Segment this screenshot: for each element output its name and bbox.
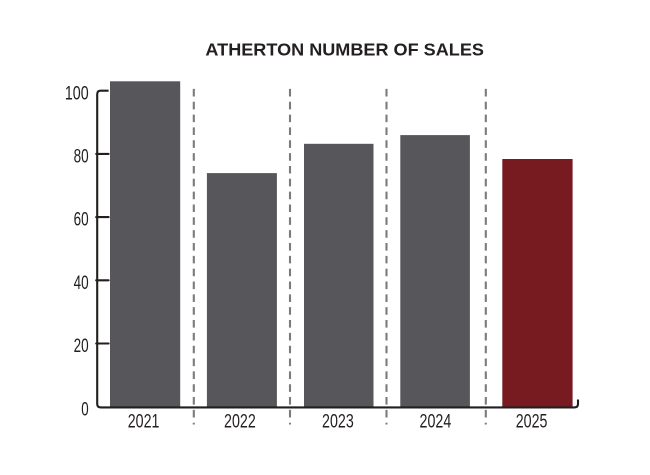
svg-text:60: 60	[74, 210, 89, 231]
svg-text:2024: 2024	[420, 412, 452, 433]
svg-text:2022: 2022	[224, 412, 256, 433]
svg-text:20: 20	[74, 336, 89, 357]
svg-text:ATHERTON NUMBER OF SALES: ATHERTON NUMBER OF SALES	[205, 40, 484, 60]
svg-text:2023: 2023	[322, 412, 354, 433]
svg-text:80: 80	[74, 147, 89, 168]
svg-text:2025: 2025	[516, 412, 548, 433]
svg-text:0: 0	[81, 399, 88, 420]
svg-text:2021: 2021	[128, 412, 160, 433]
svg-text:100: 100	[65, 83, 89, 104]
svg-text:40: 40	[74, 273, 89, 294]
